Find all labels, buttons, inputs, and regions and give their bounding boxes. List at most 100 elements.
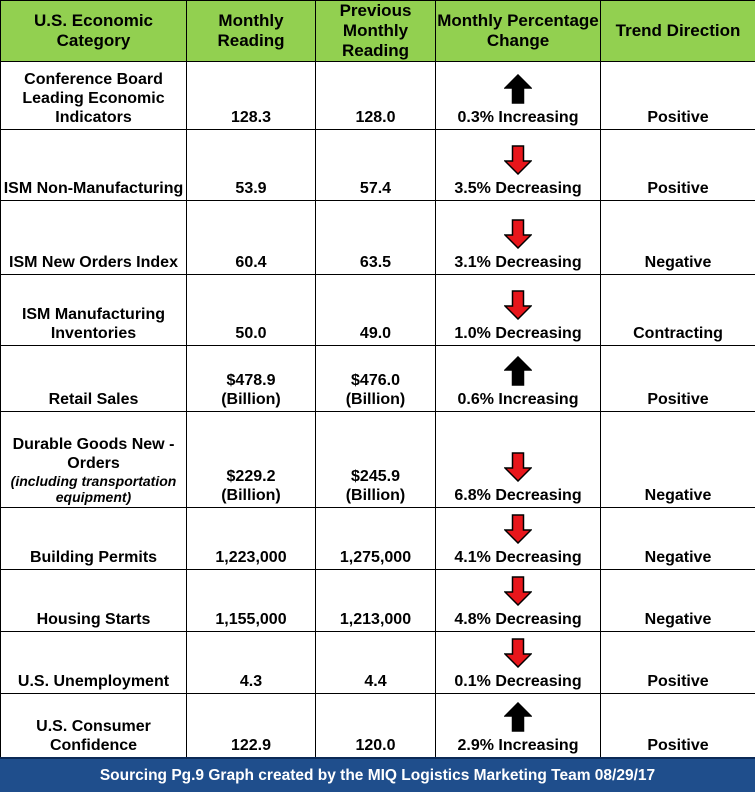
down-arrow-icon [504,638,532,668]
category-label: ISM Non-Manufacturing [3,180,184,197]
monthly-reading-cell: 1,155,000 [186,569,316,632]
percentage-change-cell: 0.3% Increasing [435,61,601,130]
table-row: ISM Manufacturing Inventories 50.0 49.0 1.0… [0,274,755,346]
change-wrap: 4.1% Decreasing [437,509,600,568]
previous-reading-cell: 1,213,000 [315,569,436,632]
monthly-reading-cell: 50.0 [186,274,316,346]
down-arrow-icon [504,514,532,544]
change-text: 6.8% Decreasing [454,487,582,504]
category-label: U.S. Consumer Confidence [36,718,151,754]
down-arrow-icon [504,576,532,606]
economic-indicators-table-wrap: U.S. Economic Category Monthly Reading P… [0,0,755,758]
trend-direction-cell: Positive [600,61,755,130]
header-monthly-reading: Monthly Reading [186,0,316,62]
category-label: Housing Starts [36,611,151,628]
table-row: Durable Goods New -Orders (including tran… [0,411,755,508]
previous-reading-cell: 63.5 [315,200,436,275]
category-label: ISM Manufacturing Inventories [21,306,166,342]
change-wrap: 0.3% Increasing [437,63,600,128]
previous-reading-cell: 49.0 [315,274,436,346]
percentage-change-cell: 3.5% Decreasing [435,129,601,201]
category-label: Durable Goods New -Orders [12,436,175,472]
table-row: Building Permits 1,223,000 1,275,000 4.1% D… [0,507,755,570]
category-cell: ISM Manufacturing Inventories [0,274,187,346]
table-row: U.S. Unemployment 4.3 4.4 0.1% Decreasing Po… [0,631,755,694]
up-arrow-icon [504,356,532,386]
header-row: U.S. Economic Category Monthly Reading P… [0,0,755,62]
table-body: Conference Board Leading Economic Indica… [0,61,755,758]
change-wrap: 2.9% Increasing [437,695,600,756]
previous-reading-cell: 1,275,000 [315,507,436,570]
footer-text: Sourcing Pg.9 Graph created by the MIQ L… [99,766,656,784]
table-row: ISM New Orders Index 60.4 63.5 3.1% Decreas… [0,200,755,275]
header-category: U.S. Economic Category [0,0,187,62]
change-wrap: 4.8% Decreasing [437,571,600,630]
monthly-reading-cell: 53.9 [186,129,316,201]
trend-direction-cell: Negative [600,200,755,275]
down-arrow-icon [504,290,532,320]
percentage-change-cell: 0.6% Increasing [435,345,601,412]
table-row: Housing Starts 1,155,000 1,213,000 4.8% Dec… [0,569,755,632]
table-row: Retail Sales $478.9 (Billion) $476.0 (Bill… [0,345,755,412]
monthly-reading-cell: $478.9 (Billion) [186,345,316,412]
percentage-change-cell: 3.1% Decreasing [435,200,601,275]
change-wrap: 0.6% Increasing [437,347,600,410]
category-cell: U.S. Unemployment [0,631,187,694]
up-arrow-icon [504,702,532,732]
trend-direction-cell: Positive [600,631,755,694]
monthly-reading-cell: 128.3 [186,61,316,130]
category-label: Conference Board Leading Economic Indica… [22,71,165,126]
down-arrow-icon [504,145,532,175]
category-note: (including transportation equipment) [10,473,177,505]
change-text: 0.3% Increasing [457,109,579,126]
trend-direction-cell: Positive [600,129,755,201]
change-wrap: 3.5% Decreasing [437,131,600,199]
header-previous-reading: Previous Monthly Reading [315,0,436,62]
category-cell: Building Permits [0,507,187,570]
category-label: ISM New Orders Index [9,254,178,271]
percentage-change-cell: 4.1% Decreasing [435,507,601,570]
percentage-change-cell: 6.8% Decreasing [435,411,601,508]
category-label: Building Permits [29,549,158,566]
category-cell: ISM Non-Manufacturing [0,129,187,201]
up-arrow-icon [504,74,532,104]
category-cell: Durable Goods New -Orders (including tran… [0,411,187,508]
down-arrow-icon [504,452,532,482]
change-text: 0.6% Increasing [457,391,579,408]
percentage-change-cell: 4.8% Decreasing [435,569,601,632]
change-text: 2.9% Increasing [457,737,579,754]
change-wrap: 6.8% Decreasing [437,413,600,506]
trend-direction-cell: Contracting [600,274,755,346]
category-cell: ISM New Orders Index [0,200,187,275]
header-trend-direction: Trend Direction [600,0,755,62]
table-row: ISM Non-Manufacturing 53.9 57.4 3.5% Decrea… [0,129,755,201]
change-wrap: 1.0% Decreasing [437,276,600,344]
header-percentage-change: Monthly Percentage Change [435,0,601,62]
percentage-change-cell: 0.1% Decreasing [435,631,601,694]
trend-direction-cell: Positive [600,693,755,758]
previous-reading-cell: 4.4 [315,631,436,694]
monthly-reading-cell: $229.2 (Billion) [186,411,316,508]
category-cell: Conference Board Leading Economic Indica… [0,61,187,130]
down-arrow-icon [504,219,532,249]
previous-reading-cell: 128.0 [315,61,436,130]
economic-indicators-table: U.S. Economic Category Monthly Reading P… [0,0,755,758]
change-text: 1.0% Decreasing [454,325,582,342]
monthly-reading-cell: 4.3 [186,631,316,694]
percentage-change-cell: 1.0% Decreasing [435,274,601,346]
footer-banner: Sourcing Pg.9 Graph created by the MIQ L… [0,757,755,792]
change-text: 0.1% Decreasing [454,673,582,690]
category-label: Retail Sales [48,391,139,408]
category-cell: U.S. Consumer Confidence [0,693,187,758]
category-cell: Housing Starts [0,569,187,632]
percentage-change-cell: 2.9% Increasing [435,693,601,758]
trend-direction-cell: Negative [600,569,755,632]
change-wrap: 0.1% Decreasing [437,633,600,692]
previous-reading-cell: $245.9 (Billion) [315,411,436,508]
trend-direction-cell: Negative [600,507,755,570]
previous-reading-cell: 57.4 [315,129,436,201]
change-wrap: 3.1% Decreasing [437,202,600,273]
category-cell: Retail Sales [0,345,187,412]
monthly-reading-cell: 1,223,000 [186,507,316,570]
monthly-reading-cell: 60.4 [186,200,316,275]
